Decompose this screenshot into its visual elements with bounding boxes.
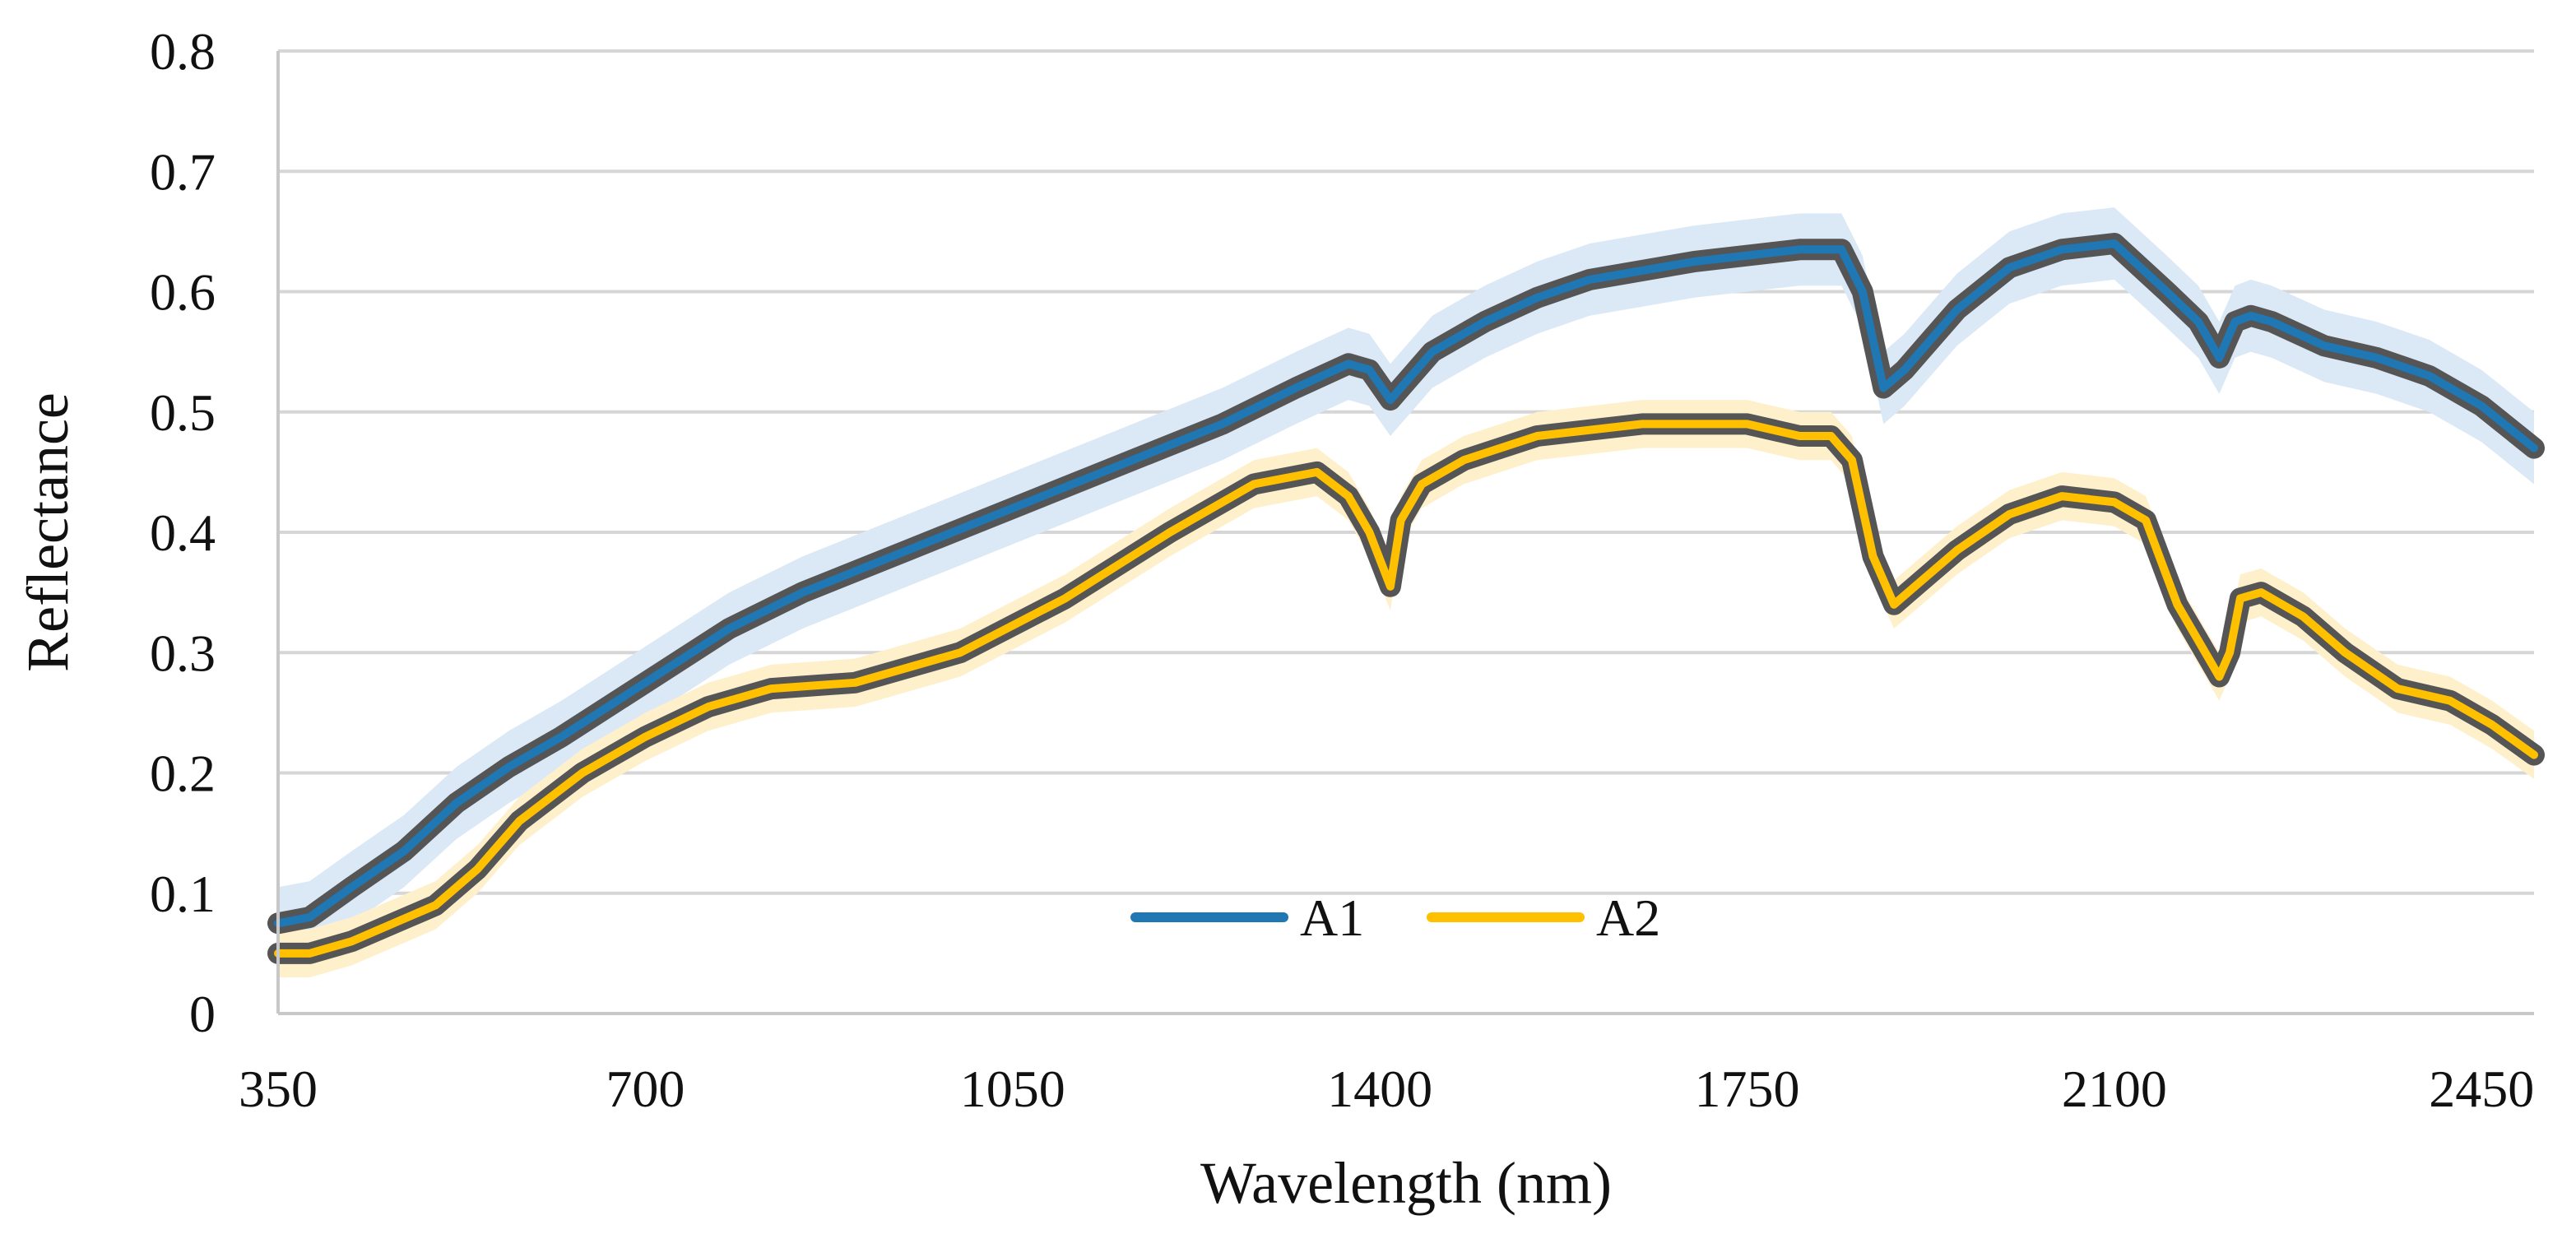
x-tick-label: 2450 bbox=[2429, 1060, 2534, 1118]
y-tick-label: 0.7 bbox=[150, 142, 216, 201]
legend-label-A2: A2 bbox=[1596, 888, 1660, 947]
x-tick-label: 700 bbox=[606, 1060, 685, 1118]
y-tick-label: 0.6 bbox=[150, 263, 216, 322]
legend: A1 A2 bbox=[1130, 888, 1660, 947]
band-A1 bbox=[278, 207, 2534, 960]
series-line-A1 bbox=[274, 239, 2538, 928]
x-tick-label: 1750 bbox=[1694, 1060, 1799, 1118]
series-lines-layer bbox=[267, 233, 2545, 964]
y-axis-title: Reflectance bbox=[15, 392, 81, 672]
y-tick-label: 0.1 bbox=[150, 865, 216, 923]
legend-label-A1: A1 bbox=[1300, 888, 1364, 947]
y-tick-label: 0.5 bbox=[150, 383, 216, 442]
y-tick-label: 0.4 bbox=[150, 503, 216, 562]
x-tick-label: 350 bbox=[239, 1060, 318, 1118]
x-axis-title: Wavelength (nm) bbox=[1200, 1150, 1612, 1216]
y-tick-label: 0.8 bbox=[150, 22, 216, 81]
axis-layer: 0 0.1 0.2 0.3 0.4 0.5 0.6 0.7 0.8 350 700 1050 1400 1… bbox=[150, 22, 2534, 1118]
x-tick-label: 1050 bbox=[960, 1060, 1065, 1118]
series-line-A2 bbox=[274, 420, 2538, 958]
y-tick-label: 0.3 bbox=[150, 624, 216, 682]
y-tick-label: 0.2 bbox=[150, 745, 216, 803]
y-tick-label: 0 bbox=[189, 985, 216, 1043]
x-tick-label: 2100 bbox=[2062, 1060, 2167, 1118]
x-tick-label: 1400 bbox=[1327, 1060, 1432, 1118]
